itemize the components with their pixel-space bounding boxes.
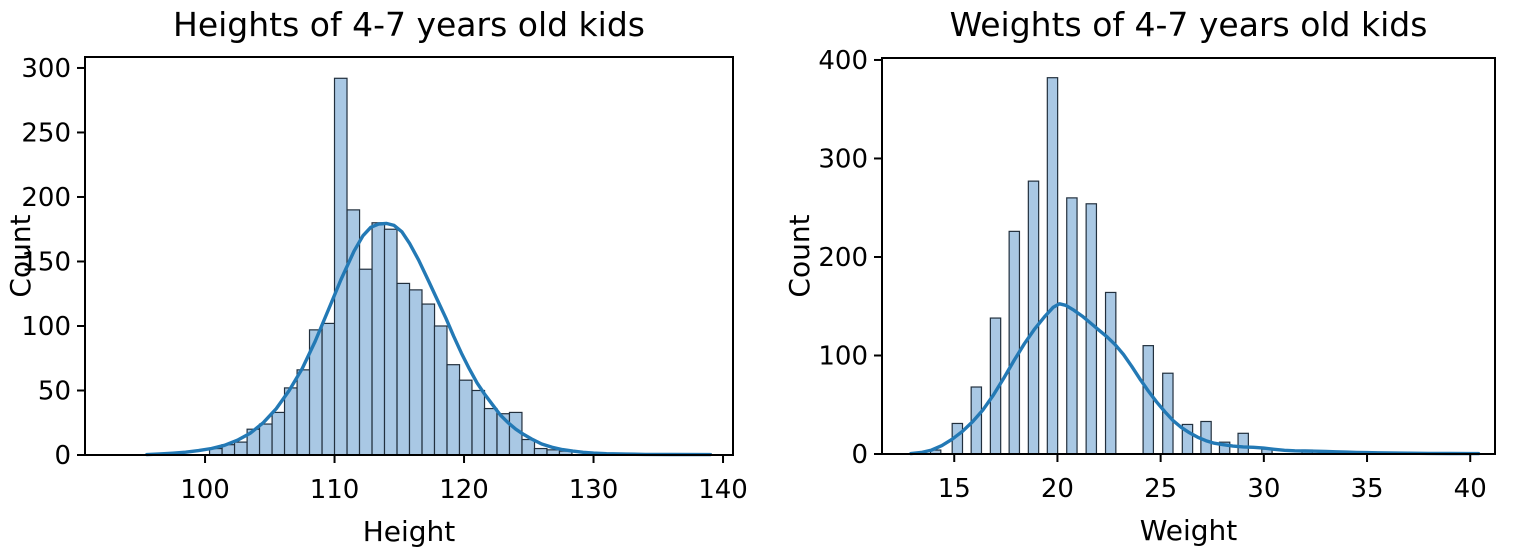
histogram-bar bbox=[1008, 230, 1021, 455]
y-tick-label: 200 bbox=[21, 183, 71, 213]
histogram-bar bbox=[471, 389, 486, 456]
histogram-bar bbox=[1142, 345, 1155, 455]
chart-title: Heights of 4-7 years old kids bbox=[173, 5, 645, 44]
chart-title: Weights of 4-7 years old kids bbox=[950, 5, 1428, 44]
histogram-bar bbox=[383, 228, 398, 456]
x-tick-label: 15 bbox=[938, 474, 971, 504]
histogram-bar bbox=[458, 379, 473, 456]
histogram-bar bbox=[408, 289, 423, 456]
histogram-bar bbox=[283, 387, 298, 456]
x-tick-label: 140 bbox=[698, 475, 748, 505]
histogram-bar bbox=[433, 325, 448, 456]
y-tick-label: 400 bbox=[818, 46, 868, 76]
x-tick-label: 120 bbox=[439, 475, 489, 505]
y-tick-label: 150 bbox=[21, 247, 71, 277]
histogram-bar bbox=[483, 407, 498, 456]
y-tick-label: 300 bbox=[21, 54, 71, 84]
heights-histogram-chart: 100 110 120 130 140 0 50 100 150 200 250 300 Heights… bbox=[4, 5, 748, 548]
x-tick-label: 35 bbox=[1350, 474, 1383, 504]
x-tick-label: 25 bbox=[1144, 474, 1177, 504]
x-tick-label: 110 bbox=[310, 475, 360, 505]
histogram-bar bbox=[1104, 291, 1117, 455]
histogram-bar bbox=[371, 222, 386, 456]
histogram-bar bbox=[233, 441, 248, 456]
histogram-bar bbox=[521, 438, 536, 456]
y-tick-label: 200 bbox=[818, 243, 868, 273]
histogram-bar bbox=[1027, 180, 1040, 455]
x-tick-label: 30 bbox=[1247, 474, 1280, 504]
kde-curve bbox=[909, 302, 1481, 456]
y-axis-label: Count bbox=[783, 214, 816, 297]
y-tick-label: 100 bbox=[21, 312, 71, 342]
histogram-bar bbox=[1046, 77, 1059, 455]
x-tick-label: 100 bbox=[180, 475, 230, 505]
x-axis-label: Height bbox=[363, 515, 456, 548]
x-tick-label: 20 bbox=[1041, 474, 1074, 504]
x-tick-label: 130 bbox=[569, 475, 619, 505]
kde-curve bbox=[145, 221, 712, 457]
y-tick-label: 50 bbox=[38, 376, 71, 406]
histogram-bar bbox=[396, 282, 411, 456]
y-tick-label: 100 bbox=[818, 341, 868, 371]
y-tick-label: 300 bbox=[818, 144, 868, 174]
histogram-bar bbox=[1237, 432, 1249, 455]
y-tick-label: 0 bbox=[54, 441, 71, 471]
histogram-bar bbox=[271, 411, 286, 456]
histogram-bar bbox=[296, 369, 311, 456]
plot-frame bbox=[84, 56, 734, 456]
x-tick-label: 40 bbox=[1454, 474, 1487, 504]
histogram-bar bbox=[446, 364, 461, 456]
histogram-bar bbox=[358, 268, 373, 456]
y-tick-label: 250 bbox=[21, 118, 71, 148]
histogram-bar bbox=[258, 423, 273, 456]
y-tick-label: 0 bbox=[851, 440, 868, 470]
histogram-bar bbox=[321, 322, 336, 456]
x-axis-label: Weight bbox=[1140, 514, 1238, 547]
histogram-bar bbox=[1066, 197, 1078, 455]
histogram-bar bbox=[421, 303, 436, 456]
y-axis-label: Count bbox=[4, 214, 37, 297]
